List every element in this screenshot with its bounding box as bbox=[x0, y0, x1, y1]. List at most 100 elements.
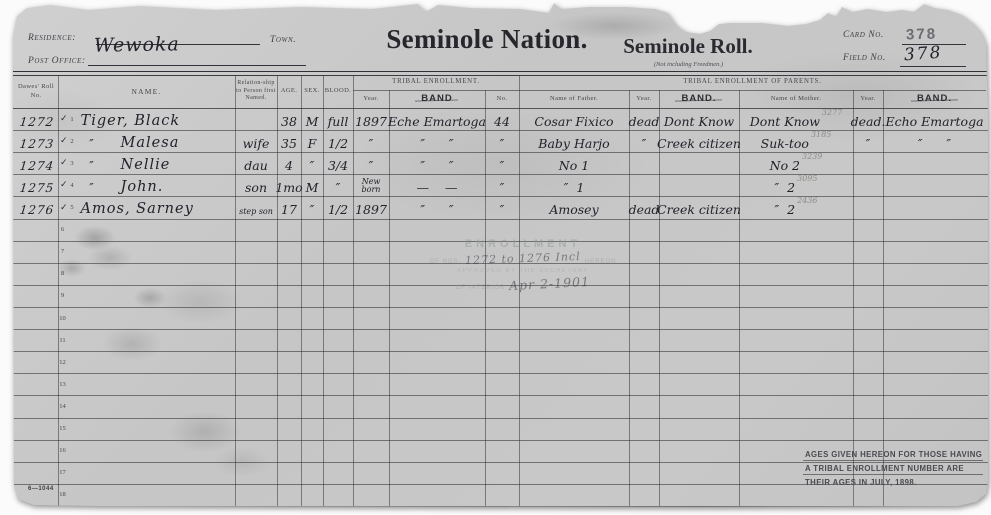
cell-f_year bbox=[629, 484, 659, 506]
cell-blood bbox=[323, 484, 353, 506]
cell-band bbox=[389, 440, 485, 462]
cell-sex bbox=[301, 484, 323, 506]
cell-mother: ″ 2 2436 bbox=[739, 196, 853, 218]
stamp-date-handwritten: Apr 2-1901 bbox=[509, 273, 591, 294]
cell-f_year bbox=[629, 174, 659, 196]
cell-roll bbox=[13, 351, 59, 373]
cell-f_year bbox=[629, 219, 659, 241]
cell-roll: 1276 bbox=[18, 203, 55, 218]
table-row: 10 bbox=[14, 307, 986, 329]
stamp-line-2-prefix: OF NOS. bbox=[429, 259, 462, 265]
cell-rel bbox=[235, 263, 277, 285]
cell-rel bbox=[235, 351, 277, 373]
cell-no: ″ bbox=[499, 202, 505, 218]
row-number: 10 bbox=[59, 314, 66, 322]
check-mark: ✓ bbox=[60, 158, 68, 169]
mother-value: ″ 2 bbox=[774, 179, 796, 195]
census-number-pencil: 3095 bbox=[797, 174, 818, 184]
cell-m_band bbox=[883, 395, 986, 417]
cell-f_year bbox=[629, 462, 659, 484]
card-title: Seminole Nation. bbox=[386, 24, 588, 54]
mother-value: Suk-too bbox=[760, 135, 809, 151]
cell-year bbox=[353, 418, 389, 440]
cell-f_band bbox=[659, 152, 739, 174]
cell-m_year bbox=[853, 174, 883, 196]
cell-name: 14 bbox=[58, 395, 235, 417]
grid-row-line bbox=[13, 395, 988, 397]
col-header-father-year: Year. bbox=[636, 94, 652, 102]
cell-no bbox=[485, 462, 519, 484]
header-rule-bottom bbox=[13, 74, 988, 76]
cell-father bbox=[519, 373, 629, 395]
cell-rel bbox=[235, 307, 277, 329]
cell-m_year bbox=[853, 241, 883, 263]
cell-father bbox=[519, 418, 629, 440]
cell-mother: ″ 2 3095 bbox=[739, 174, 853, 196]
cell-no bbox=[485, 351, 519, 373]
row-number: 1 bbox=[70, 115, 74, 123]
cell-year bbox=[353, 462, 389, 484]
cell-f_year bbox=[629, 152, 659, 174]
card-no-value: 378 bbox=[905, 25, 938, 44]
cell-sex: ″ bbox=[309, 157, 315, 173]
cell-f_band bbox=[659, 285, 739, 307]
grid-row-line bbox=[13, 218, 988, 220]
stamp-line-4-prefix: OF INTERIOR bbox=[455, 285, 506, 291]
stamp-line-2-suffix: HEREON bbox=[584, 259, 617, 265]
cell-age: 35 bbox=[281, 135, 297, 151]
grid-vertical-line bbox=[277, 75, 278, 506]
cell-blood bbox=[323, 329, 353, 351]
cell-age bbox=[277, 440, 301, 462]
cell-f_year bbox=[629, 373, 659, 395]
cell-band bbox=[389, 462, 485, 484]
cell-name: 10 bbox=[58, 307, 235, 329]
cell-mother bbox=[739, 219, 853, 241]
census-number-pencil: 3185 bbox=[810, 130, 832, 140]
cell-sex bbox=[301, 263, 323, 285]
census-number-pencil: 3239 bbox=[802, 152, 823, 162]
cell-f_band: Creek citizen bbox=[657, 135, 741, 151]
cell-name: ✓ 3 ″ Nellie bbox=[58, 152, 235, 174]
cell-f_band bbox=[659, 395, 739, 417]
table-row: 18 bbox=[14, 484, 986, 506]
cell-sex bbox=[301, 462, 323, 484]
cell-name: 11 bbox=[58, 329, 235, 351]
cell-age: 17 bbox=[281, 202, 297, 218]
cell-band bbox=[389, 329, 485, 351]
post-office-label: Post Office: bbox=[28, 56, 86, 66]
table-row: 1273 ✓ 2 ″ Malesa wife 35 F 1/2 ″ ″ ″ ″ Baby Harjo ″ C… bbox=[14, 130, 986, 152]
cell-year: ″ bbox=[368, 135, 374, 151]
cell-m_band bbox=[883, 418, 986, 440]
cell-year bbox=[353, 395, 389, 417]
cell-age bbox=[277, 263, 301, 285]
grid-vertical-line bbox=[323, 75, 324, 506]
cell-father: No 1 bbox=[558, 157, 590, 173]
cell-f_band bbox=[659, 174, 739, 196]
cell-father bbox=[519, 484, 629, 506]
row-number: 4 bbox=[70, 181, 74, 189]
grid-line bbox=[13, 108, 988, 109]
cell-no bbox=[485, 418, 519, 440]
cell-year bbox=[353, 329, 389, 351]
cell-mother bbox=[739, 307, 853, 329]
cell-no: ″ bbox=[499, 135, 505, 151]
cell-age bbox=[277, 219, 301, 241]
cell-sex bbox=[301, 395, 323, 417]
cell-band: ″ ″ bbox=[420, 135, 454, 151]
cell-sex bbox=[301, 285, 323, 307]
census-number-pencil: 2436 bbox=[797, 196, 818, 206]
cell-band bbox=[389, 418, 485, 440]
cell-m_year bbox=[853, 263, 883, 285]
cell-age bbox=[277, 373, 301, 395]
grid-line bbox=[353, 90, 986, 91]
cell-band bbox=[389, 395, 485, 417]
table-row: 16 bbox=[14, 440, 986, 462]
grid-vertical-line bbox=[485, 90, 486, 506]
cell-f_year bbox=[629, 418, 659, 440]
grid-row-line bbox=[13, 152, 988, 154]
name-value: Malesa bbox=[120, 134, 180, 151]
cell-roll bbox=[13, 462, 59, 484]
cell-f_band bbox=[659, 484, 739, 506]
table-row: 11 bbox=[14, 329, 986, 351]
